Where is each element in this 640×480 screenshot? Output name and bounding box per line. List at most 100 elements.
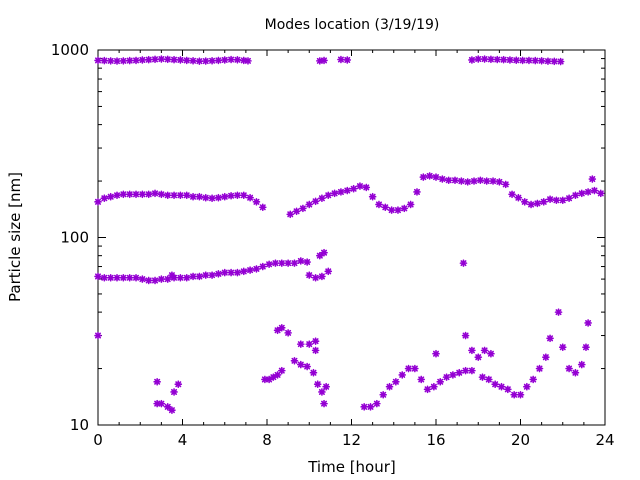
data-point <box>596 189 605 198</box>
data-point <box>144 55 153 64</box>
data-point <box>366 403 375 411</box>
y-axis-label: Particle size [nm] <box>6 172 24 302</box>
x-tick-label: 0 <box>93 431 103 449</box>
x-tick-label: 12 <box>342 431 361 449</box>
plot-border <box>97 49 606 426</box>
data-point <box>476 176 485 185</box>
data-point <box>558 343 567 351</box>
data-point <box>400 204 409 213</box>
data-point <box>417 375 426 384</box>
data-point <box>489 177 497 185</box>
data-point <box>546 195 554 204</box>
chart-title: Modes location (3/19/19) <box>265 17 440 33</box>
data-point <box>385 382 394 391</box>
data-point <box>170 55 178 64</box>
data-point <box>468 346 476 355</box>
data-point <box>516 390 525 399</box>
data-point <box>157 55 166 63</box>
data-point <box>558 196 567 205</box>
data-point <box>170 191 178 200</box>
data-point <box>571 191 580 200</box>
data-point <box>233 268 242 277</box>
data-point <box>195 192 204 201</box>
data-point <box>485 375 493 384</box>
data-point <box>525 56 533 65</box>
data-point <box>189 272 197 281</box>
data-point <box>506 56 514 64</box>
data-point <box>106 273 115 282</box>
data-point <box>379 390 387 399</box>
data-point <box>113 273 121 282</box>
data-point <box>501 180 510 189</box>
data-point <box>413 188 421 196</box>
data-point <box>373 399 381 408</box>
data-point <box>201 57 210 65</box>
data-point <box>201 271 210 279</box>
data-point <box>271 259 280 267</box>
data-point <box>208 271 216 279</box>
data-point <box>151 55 159 64</box>
data-point <box>457 177 466 185</box>
data-point <box>459 259 468 267</box>
data-point <box>487 349 495 358</box>
x-tick-label: 16 <box>426 431 445 449</box>
data-point <box>163 191 172 200</box>
data-point <box>546 334 554 343</box>
data-point <box>246 266 254 274</box>
data-point <box>144 190 153 199</box>
data-point <box>565 364 573 373</box>
data-point <box>318 194 326 203</box>
data-point <box>474 353 483 361</box>
data-point <box>330 189 339 198</box>
data-point <box>227 191 235 200</box>
data-point <box>539 198 548 206</box>
data-point <box>303 258 311 266</box>
data-point <box>491 380 499 389</box>
data-point <box>182 56 191 65</box>
data-point <box>176 273 185 282</box>
data-point <box>170 388 178 396</box>
data-point <box>512 56 521 65</box>
data-point <box>556 57 565 66</box>
data-point <box>258 203 267 212</box>
data-point <box>157 275 166 283</box>
data-point <box>392 377 400 386</box>
data-point <box>577 360 586 369</box>
data-point <box>113 191 121 200</box>
data-point <box>176 56 185 64</box>
data-point <box>411 364 419 373</box>
data-point <box>309 368 318 377</box>
x-tick-label: 24 <box>595 431 614 449</box>
data-point <box>284 259 292 267</box>
data-point <box>284 329 292 337</box>
data-point <box>451 176 459 185</box>
data-point <box>252 198 261 206</box>
data-point <box>387 206 396 214</box>
data-point <box>565 194 573 203</box>
data-point <box>514 193 523 202</box>
data-point <box>588 175 597 183</box>
data-point <box>220 192 229 201</box>
data-point <box>531 56 540 65</box>
data-point <box>227 55 235 64</box>
data-point <box>94 56 102 65</box>
data-point <box>273 371 282 379</box>
data-point <box>292 207 301 216</box>
data-point <box>480 346 489 355</box>
data-point <box>436 377 445 386</box>
data-point <box>533 199 542 208</box>
data-point <box>468 56 476 64</box>
data-point <box>153 377 161 386</box>
data-point <box>119 273 128 282</box>
data-point <box>552 196 561 205</box>
data-point <box>106 192 115 201</box>
data-point <box>214 193 223 202</box>
data-point <box>398 371 407 379</box>
data-point <box>316 251 324 260</box>
data-point <box>470 177 478 185</box>
data-point <box>419 173 428 181</box>
data-point <box>438 175 447 183</box>
data-point <box>311 197 320 206</box>
data-point <box>487 55 495 64</box>
